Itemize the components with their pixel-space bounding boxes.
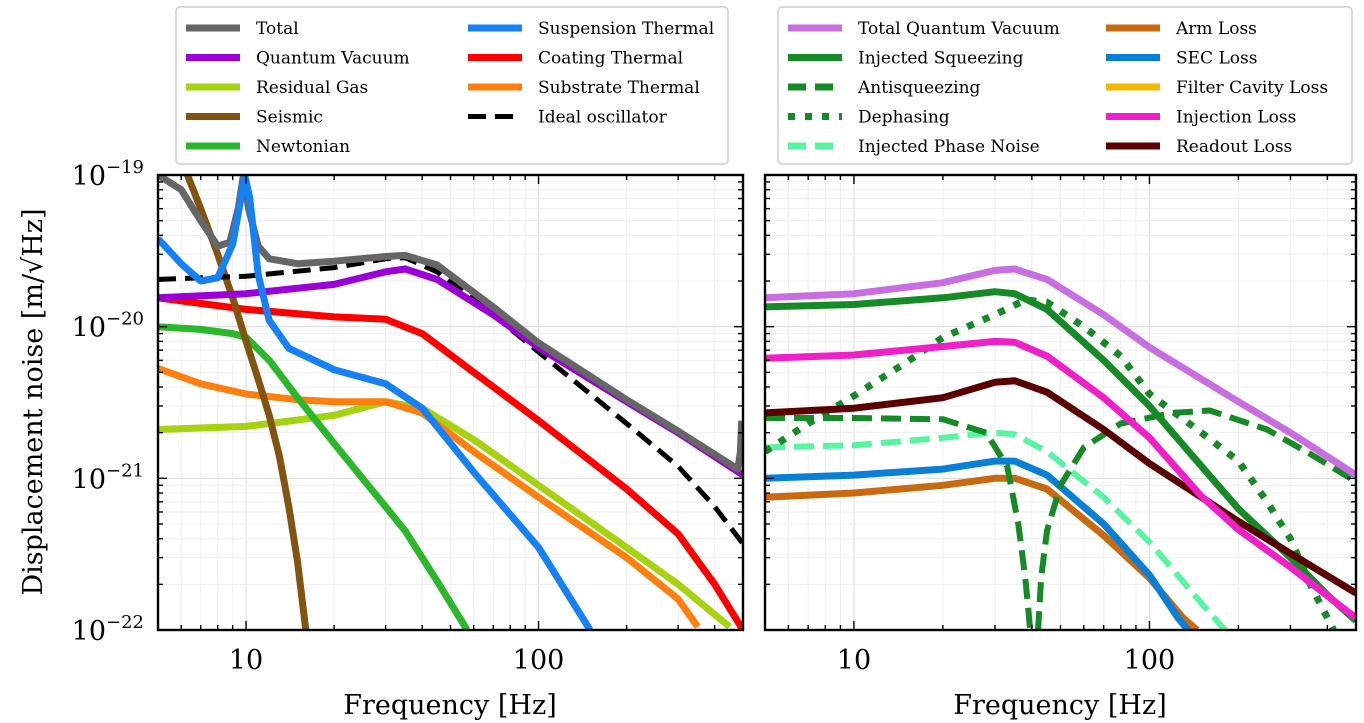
- legend-frame: [777, 6, 1353, 165]
- series-ideal-oscillator-line: [158, 255, 743, 546]
- series-seismic-line: [184, 175, 310, 630]
- legend-label: Ideal oscillator: [538, 108, 668, 128]
- series-coating-thermal-line: [158, 294, 743, 630]
- legend-label: Seismic: [256, 108, 323, 128]
- legend-label: Residual Gas: [256, 78, 368, 98]
- series-sec-loss-line: [765, 457, 1191, 630]
- legend-label: Filter Cavity Loss: [1176, 78, 1328, 98]
- legend-label: Dephasing: [858, 108, 950, 128]
- series-injected-squeezing-line: [765, 288, 1356, 624]
- legend-right: Total Quantum Vacuum Injected Squeezing An…: [777, 6, 1353, 165]
- series-total-quantum-vacuum-line: [765, 265, 1356, 479]
- series-total-line: [158, 175, 743, 473]
- x-tick-label: 10: [837, 645, 871, 676]
- legend-frame: [175, 6, 729, 165]
- series-injection-loss-line: [765, 337, 1356, 621]
- series-suspension-thermal-line: [158, 175, 594, 630]
- series-residual-gas-line: [158, 398, 732, 630]
- legend-label: Total Quantum Vacuum: [858, 19, 1060, 39]
- x-tick-label: 100: [513, 645, 565, 676]
- legend-label: Substrate Thermal: [538, 78, 700, 98]
- y-tick-label: 10−22: [72, 612, 144, 647]
- legend-label: Total: [256, 19, 299, 39]
- legend-label: Readout Loss: [1176, 137, 1292, 157]
- tick-marks: 10 100 10−22 10−21 10−20 10−19 10 100: [72, 157, 1357, 676]
- x-tick-label: 100: [1124, 645, 1176, 676]
- series-newtonian-line: [158, 323, 471, 630]
- y-tick-label: 10−19: [72, 157, 144, 192]
- legend-label: Coating Thermal: [538, 49, 683, 69]
- legend-label: Antisqueezing: [857, 78, 981, 98]
- y-axis-title-text: Displacement noise [m/√Hz]: [18, 208, 49, 595]
- legends: Total Quantum Vacuum Residual Gas Seismic Ne…: [175, 6, 1353, 165]
- series-dephasing-line: [765, 296, 1337, 630]
- y-tick-label: 10−21: [72, 460, 144, 495]
- series-antisqueezing-line: [765, 407, 1356, 630]
- legend-label: SEC Loss: [1176, 49, 1257, 69]
- legend-label: Quantum Vacuum: [256, 49, 410, 69]
- y-tick-label: 10−20: [72, 309, 144, 344]
- legend-label: Injected Squeezing: [858, 49, 1024, 69]
- legend-label: Arm Loss: [1175, 19, 1257, 39]
- y-axis-title: Displacement noise [m/√Hz]: [18, 208, 49, 595]
- legend-label: Injected Phase Noise: [858, 137, 1040, 157]
- series-substrate-thermal-line: [158, 365, 701, 629]
- legend-left: Total Quantum Vacuum Residual Gas Seismic Ne…: [175, 6, 729, 165]
- legend-label: Suspension Thermal: [538, 19, 714, 39]
- series-injected-phase-noise-line: [765, 429, 1228, 630]
- x-tick-label: 10: [229, 645, 263, 676]
- series-lines: [158, 175, 1356, 630]
- legend-label: Newtonian: [256, 137, 350, 157]
- series-readout-loss-line: [765, 377, 1356, 597]
- left-x-axis-title: Frequency [Hz]: [343, 690, 556, 721]
- legend-label: Injection Loss: [1176, 108, 1296, 128]
- right-x-axis-title: Frequency [Hz]: [953, 690, 1166, 721]
